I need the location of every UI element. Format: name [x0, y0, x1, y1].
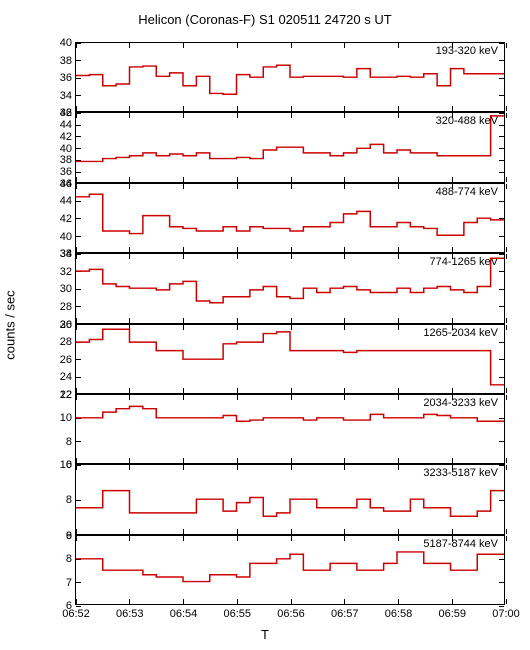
y-tick-label: 30 — [60, 283, 76, 295]
panel-1: 320-488 keV34363840424446 — [75, 112, 505, 182]
x-tick — [506, 529, 507, 534]
x-tick — [506, 536, 507, 541]
y-tick-label: 46 — [60, 107, 76, 119]
panel-4: 1265-2034 keV2224262830 — [75, 324, 505, 394]
x-tick — [506, 113, 507, 118]
x-tick-label: 06:55 — [223, 604, 251, 620]
x-tick — [506, 254, 507, 259]
y-tick-label: 36 — [60, 72, 76, 84]
x-tick-label: 06:58 — [385, 604, 413, 620]
y-axis-label: counts / sec — [3, 290, 18, 359]
y-tick-label: 24 — [60, 371, 76, 383]
y-tick-label: 8 — [66, 436, 76, 448]
x-tick-label: 07:00 — [492, 604, 520, 620]
y-tick-label: 40 — [60, 231, 76, 243]
plot-line-4 — [76, 325, 504, 393]
y-tick-label: 28 — [60, 336, 76, 348]
plot-line-7 — [76, 536, 504, 604]
plot-line-1 — [76, 113, 504, 181]
y-tick-label: 30 — [60, 319, 76, 331]
y-tick-label: 32 — [60, 266, 76, 278]
y-tick-label: 40 — [60, 37, 76, 49]
x-tick — [506, 247, 507, 252]
plot-line-5 — [76, 395, 504, 463]
y-tick-label: 26 — [60, 354, 76, 366]
y-tick-label: 34 — [60, 248, 76, 260]
panel-5: 2034-3233 keV681012 — [75, 394, 505, 464]
x-tick-label: 06:57 — [331, 604, 359, 620]
y-tick-label: 34 — [60, 90, 76, 102]
y-tick-label: 38 — [60, 154, 76, 166]
y-tick-label: 28 — [60, 301, 76, 313]
x-tick-label: 06:53 — [116, 604, 144, 620]
plot-line-3 — [76, 254, 504, 322]
chart-title: Helicon (Coronas-F) S1 020511 24720 s UT — [0, 12, 530, 27]
y-tick-label: 36 — [60, 166, 76, 178]
y-tick-label: 42 — [60, 131, 76, 143]
y-tick-label: 42 — [60, 213, 76, 225]
y-tick-label: 44 — [60, 195, 76, 207]
x-tick-label: 06:54 — [170, 604, 198, 620]
y-tick-label: 8 — [66, 494, 76, 506]
x-tick — [506, 388, 507, 393]
y-tick-label: 9 — [66, 530, 76, 542]
x-tick — [506, 318, 507, 323]
plot-line-2 — [76, 184, 504, 252]
y-tick-label: 7 — [66, 577, 76, 589]
x-tick — [506, 395, 507, 400]
x-tick — [506, 465, 507, 470]
panel-2: 488-774 keV3840424446 — [75, 183, 505, 253]
x-axis-label: T — [0, 627, 530, 642]
panel-0: 193-320 keV3234363840 — [75, 42, 505, 112]
x-tick-label: 06:59 — [438, 604, 466, 620]
x-tick — [506, 458, 507, 463]
panel-3: 774-1265 keV2628303234 — [75, 253, 505, 323]
x-tick — [506, 43, 507, 48]
y-tick-label: 40 — [60, 143, 76, 155]
x-tick — [506, 325, 507, 330]
x-tick-label: 06:56 — [277, 604, 305, 620]
y-tick-label: 12 — [60, 389, 76, 401]
y-tick-label: 44 — [60, 119, 76, 131]
panel-7: 5187-8744 keV678906:5206:5306:5406:5506:… — [75, 535, 505, 605]
y-tick-label: 38 — [60, 55, 76, 67]
x-tick — [506, 106, 507, 111]
chart-container: Helicon (Coronas-F) S1 020511 24720 s UT… — [0, 0, 530, 650]
panel-6: 3233-5187 keV6810 — [75, 464, 505, 534]
y-tick-label: 46 — [60, 178, 76, 190]
plot-line-0 — [76, 43, 504, 111]
x-tick-label: 06:52 — [62, 604, 90, 620]
y-tick-label: 10 — [60, 459, 76, 471]
x-tick — [506, 184, 507, 189]
y-tick-label: 10 — [60, 412, 76, 424]
y-tick-label: 8 — [66, 553, 76, 565]
plot-line-6 — [76, 465, 504, 533]
x-tick — [506, 177, 507, 182]
